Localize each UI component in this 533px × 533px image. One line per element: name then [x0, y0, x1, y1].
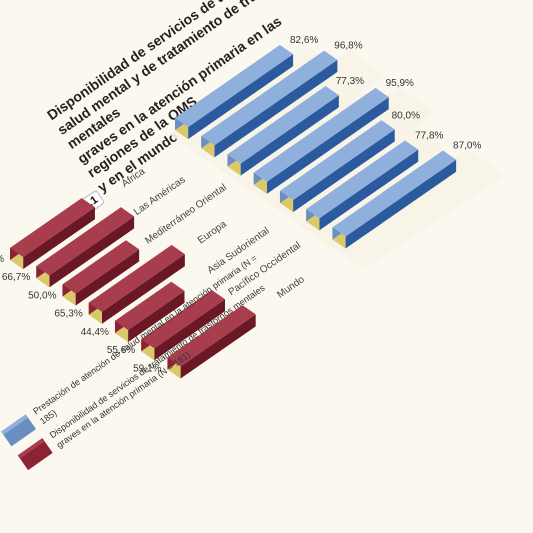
svg-text:44,4%: 44,4%	[81, 327, 109, 338]
svg-text:56,5%: 56,5%	[0, 254, 4, 265]
svg-text:África: África	[119, 164, 148, 190]
svg-text:96,8%: 96,8%	[334, 41, 362, 52]
svg-text:95,9%: 95,9%	[386, 78, 414, 89]
svg-text:50,0%: 50,0%	[28, 290, 56, 301]
svg-text:82,6%: 82,6%	[290, 35, 318, 46]
svg-text:87,0%: 87,0%	[453, 141, 481, 152]
svg-text:80,0%: 80,0%	[392, 110, 420, 121]
svg-text:65,3%: 65,3%	[54, 309, 82, 320]
svg-text:66,7%: 66,7%	[2, 272, 30, 283]
svg-text:77,3%: 77,3%	[336, 76, 364, 87]
svg-text:Europa: Europa	[196, 219, 229, 247]
svg-text:77,8%: 77,8%	[415, 130, 443, 141]
